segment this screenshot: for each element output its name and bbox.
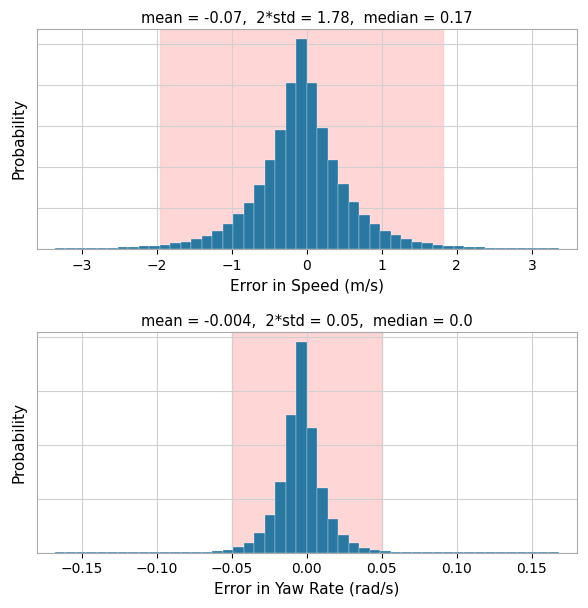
Bar (254, 185, 265, 249)
Bar (391, 235, 401, 249)
Bar (275, 482, 286, 553)
Bar (380, 551, 391, 553)
Bar (223, 224, 233, 249)
X-axis label: Error in Yaw Rate (rad/s): Error in Yaw Rate (rad/s) (214, 582, 399, 597)
Bar (317, 488, 328, 553)
Title: mean = -0.004,  2*std = 0.05,  median = 0.0: mean = -0.004, 2*std = 0.05, median = 0.… (141, 314, 473, 330)
Bar (159, 29, 443, 249)
Bar (359, 548, 370, 553)
Bar (86, 248, 96, 249)
Bar (254, 533, 265, 553)
Bar (118, 247, 128, 249)
Bar (328, 160, 338, 249)
Bar (202, 551, 212, 553)
Bar (265, 515, 275, 553)
Bar (338, 535, 349, 553)
Bar (75, 248, 86, 249)
Bar (233, 214, 243, 249)
Bar (475, 247, 485, 249)
Bar (212, 230, 223, 249)
Bar (317, 128, 328, 249)
Bar (128, 247, 139, 249)
Bar (359, 215, 370, 249)
Bar (422, 243, 433, 249)
Bar (296, 39, 307, 249)
Bar (212, 551, 223, 553)
Bar (191, 552, 202, 553)
Bar (232, 332, 382, 553)
Bar (149, 246, 159, 249)
Bar (412, 241, 422, 249)
Bar (549, 248, 559, 249)
Bar (465, 247, 475, 249)
Bar (433, 245, 443, 249)
Bar (496, 247, 506, 249)
Bar (191, 239, 202, 249)
Y-axis label: Probability: Probability (11, 402, 26, 483)
Bar (202, 236, 212, 249)
Bar (527, 248, 538, 249)
Bar (96, 248, 107, 249)
Bar (181, 241, 191, 249)
Bar (485, 247, 496, 249)
Bar (454, 246, 465, 249)
Bar (349, 202, 359, 249)
Bar (538, 248, 549, 249)
Bar (349, 543, 359, 553)
Bar (139, 246, 149, 249)
Title: mean = -0.07,  2*std = 1.78,  median = 0.17: mean = -0.07, 2*std = 1.78, median = 0.1… (141, 11, 473, 26)
Bar (307, 427, 317, 553)
Bar (370, 224, 380, 249)
Bar (391, 551, 401, 553)
Bar (286, 83, 296, 249)
Bar (243, 203, 254, 249)
Bar (443, 246, 454, 249)
Bar (107, 247, 118, 249)
Bar (181, 552, 191, 553)
Bar (275, 130, 286, 249)
Bar (401, 240, 412, 249)
Y-axis label: Probability: Probability (11, 98, 26, 179)
Bar (380, 231, 391, 249)
Bar (517, 248, 527, 249)
Bar (506, 248, 517, 249)
Bar (307, 83, 317, 249)
Bar (159, 245, 170, 249)
Bar (233, 547, 243, 553)
Bar (328, 519, 338, 553)
Bar (170, 243, 181, 249)
Bar (401, 552, 412, 553)
Bar (296, 342, 307, 553)
Bar (286, 415, 296, 553)
X-axis label: Error in Speed (m/s): Error in Speed (m/s) (230, 278, 384, 294)
Bar (243, 543, 254, 553)
Bar (370, 550, 380, 553)
Bar (65, 248, 75, 249)
Bar (223, 550, 233, 553)
Bar (338, 184, 349, 249)
Bar (265, 161, 275, 249)
